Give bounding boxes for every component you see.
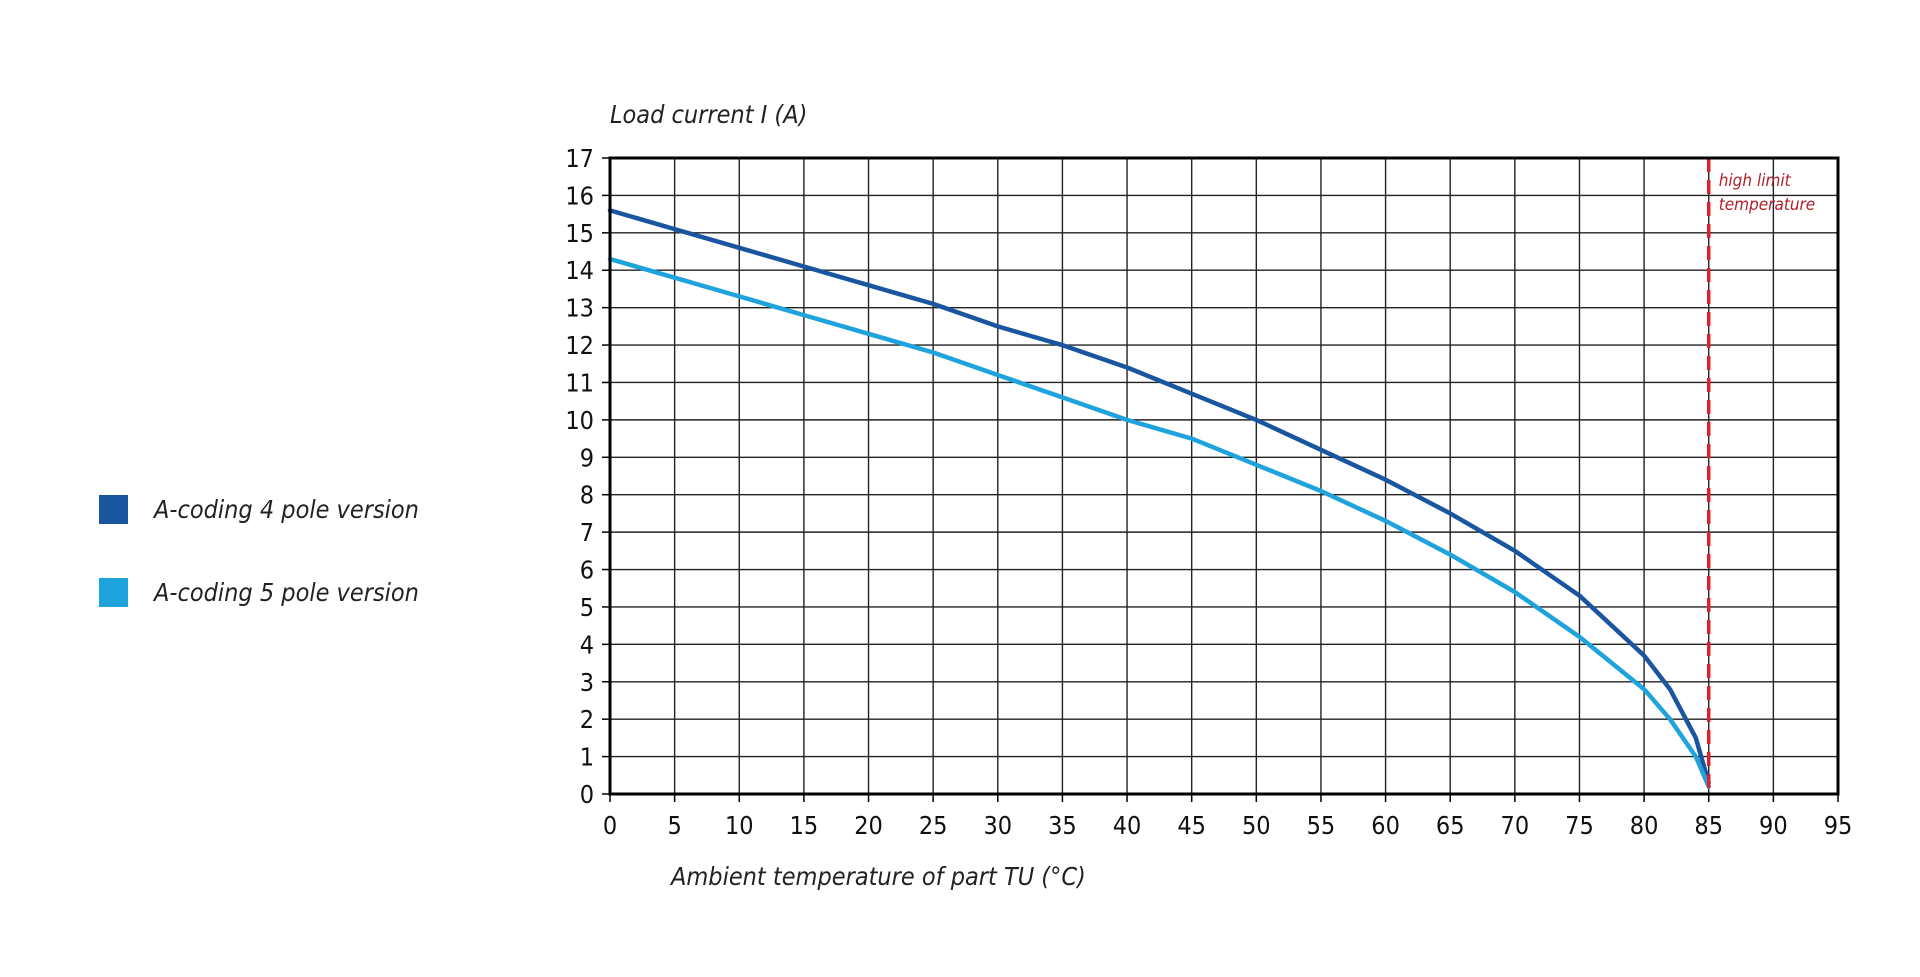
x-tick-label-10: 10 — [725, 811, 754, 840]
x-tick-label-20: 20 — [854, 811, 883, 840]
legend-label-5-pole: A-coding 5 pole version — [154, 578, 419, 607]
high-limit-label: high limit temperature — [1719, 171, 1815, 215]
y-tick-label-4: 4 — [580, 630, 594, 659]
y-tick-label-13: 13 — [565, 294, 594, 323]
x-tick-label-25: 25 — [919, 811, 948, 840]
y-tick-label-9: 9 — [580, 443, 594, 472]
y-tick-label-12: 12 — [565, 331, 594, 360]
legend-swatch-4-pole — [99, 495, 128, 524]
x-tick-label-45: 45 — [1177, 811, 1206, 840]
y-tick-label-15: 15 — [565, 219, 594, 248]
x-tick-label-80: 80 — [1630, 811, 1659, 840]
x-tick-label-40: 40 — [1113, 811, 1142, 840]
series-line-4-pole — [607, 208, 1711, 786]
y-tick-label-8: 8 — [580, 481, 594, 510]
legend-label-4-pole: A-coding 4 pole version — [154, 495, 419, 524]
legend-item-5-pole: A-coding 5 pole version — [99, 578, 419, 607]
y-tick-label-3: 3 — [580, 668, 594, 697]
chart-series-group — [607, 208, 1711, 789]
x-tick-label-15: 15 — [790, 811, 819, 840]
y-tick-label-16: 16 — [565, 181, 594, 210]
y-tick-label-7: 7 — [580, 518, 594, 547]
x-tick-label-85: 85 — [1694, 811, 1723, 840]
x-tick-label-5: 5 — [667, 811, 681, 840]
x-tick-label-90: 90 — [1759, 811, 1788, 840]
x-tick-label-75: 75 — [1565, 811, 1594, 840]
x-tick-label-50: 50 — [1242, 811, 1271, 840]
legend-swatch-5-pole — [99, 578, 128, 607]
x-tick-label-60: 60 — [1371, 811, 1400, 840]
x-tick-label-65: 65 — [1436, 811, 1465, 840]
y-axis-label: Load current I (A) — [610, 100, 807, 129]
x-tick-label-70: 70 — [1501, 811, 1530, 840]
axis-ticks: 0 5 10 15 20 25 30 35 40 45 50 55 60 65 70 75 80 85 90 9501… — [565, 144, 1852, 840]
chart-annotations: high limit temperature — [1706, 158, 1815, 794]
y-tick-label-10: 10 — [565, 406, 594, 435]
x-tick-label-35: 35 — [1048, 811, 1077, 840]
y-tick-label-2: 2 — [580, 705, 594, 734]
x-tick-label-30: 30 — [983, 811, 1012, 840]
x-tick-label-95: 95 — [1824, 811, 1853, 840]
x-tick-label-55: 55 — [1307, 811, 1336, 840]
y-tick-label-0: 0 — [580, 780, 594, 809]
x-tick-label-0: 0 — [603, 811, 617, 840]
x-axis-label: Ambient temperature of part TU (°C) — [669, 862, 1086, 891]
series-line-5-pole — [607, 256, 1711, 789]
y-tick-label-6: 6 — [580, 556, 594, 585]
y-tick-label-11: 11 — [565, 368, 594, 397]
y-tick-label-1: 1 — [580, 743, 594, 772]
y-tick-label-5: 5 — [580, 593, 594, 622]
y-tick-label-17: 17 — [565, 144, 594, 173]
plot-frame — [608, 156, 1840, 796]
y-tick-label-14: 14 — [565, 256, 594, 285]
legend-item-4-pole: A-coding 4 pole version — [99, 495, 419, 524]
